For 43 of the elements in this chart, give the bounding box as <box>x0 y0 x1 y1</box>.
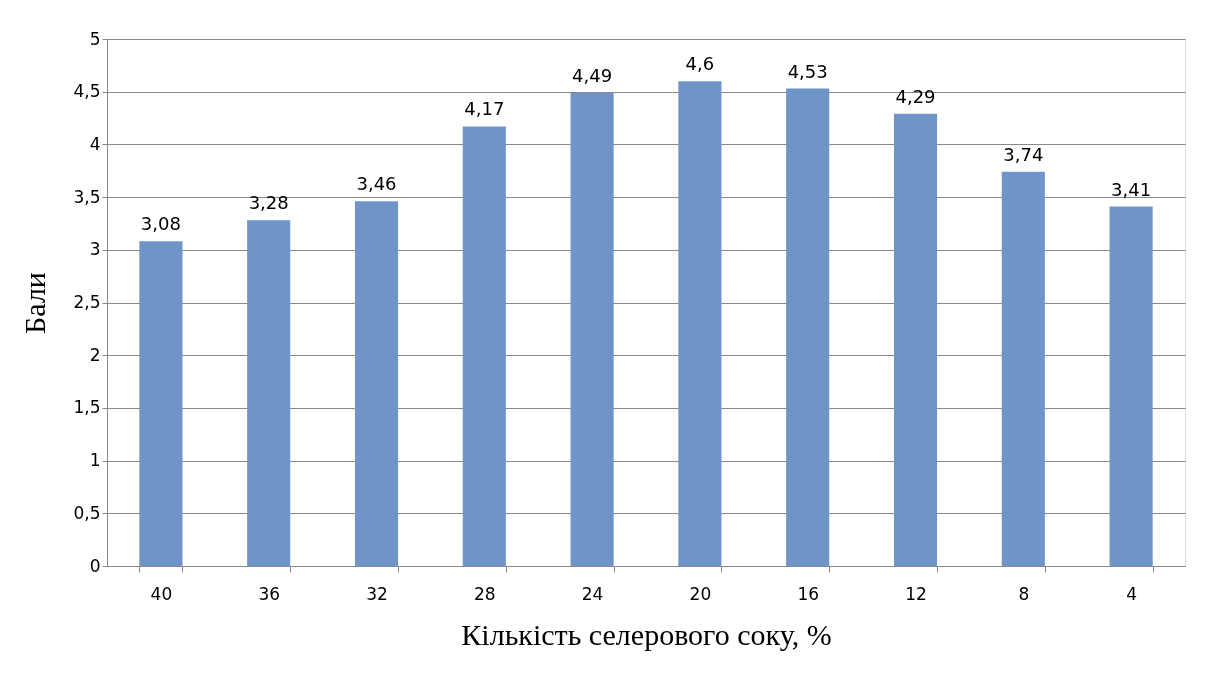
y-tick-label: 2 <box>89 344 101 365</box>
data-label: 4,6 <box>685 53 715 75</box>
data-label: 3,74 <box>1003 143 1044 165</box>
bar <box>1109 206 1153 566</box>
data-label: 4,29 <box>895 85 936 107</box>
data-label: 4,53 <box>787 60 828 82</box>
bar <box>1001 171 1045 566</box>
x-tick-label: 28 <box>473 583 496 604</box>
x-tick-label: 4 <box>1126 583 1138 604</box>
x-tick-label: 24 <box>581 583 604 604</box>
x-axis-title: Кількість селерового соку, % <box>461 617 832 651</box>
y-tick-label: 3 <box>89 239 101 260</box>
data-label: 4,17 <box>464 98 505 120</box>
x-tick-label: 36 <box>258 583 281 604</box>
x-tick-label: 16 <box>797 583 820 604</box>
data-label: 3,28 <box>248 192 289 214</box>
y-axis-title: Бали <box>18 272 52 334</box>
data-label: 3,46 <box>356 173 397 195</box>
x-tick-label: 32 <box>366 583 388 604</box>
y-tick-label: 5 <box>89 28 101 49</box>
bar <box>247 220 291 566</box>
bar <box>678 81 722 566</box>
y-tick-label: 0 <box>89 555 101 576</box>
y-tick-label: 3,5 <box>73 186 101 207</box>
y-tick-label: 4 <box>89 133 101 154</box>
bar <box>462 126 506 566</box>
y-tick-label: 1 <box>89 450 101 471</box>
data-label: 4,49 <box>572 64 613 86</box>
bar <box>893 113 938 566</box>
data-label: 3,08 <box>140 213 181 235</box>
bar <box>354 201 399 566</box>
x-tick-label: 8 <box>1018 583 1030 604</box>
y-tick-label: 0,5 <box>73 502 101 523</box>
y-tick-label: 1,5 <box>73 397 101 418</box>
bar <box>139 241 183 566</box>
x-tick-label: 20 <box>689 583 712 604</box>
data-label: 3,41 <box>1111 178 1152 200</box>
bar <box>786 88 830 566</box>
bar <box>570 92 614 566</box>
x-tick-label: 40 <box>150 583 173 604</box>
y-tick-label: 4,5 <box>73 81 101 102</box>
y-tick-label: 2,5 <box>73 292 101 312</box>
x-tick-label: 12 <box>905 583 927 604</box>
